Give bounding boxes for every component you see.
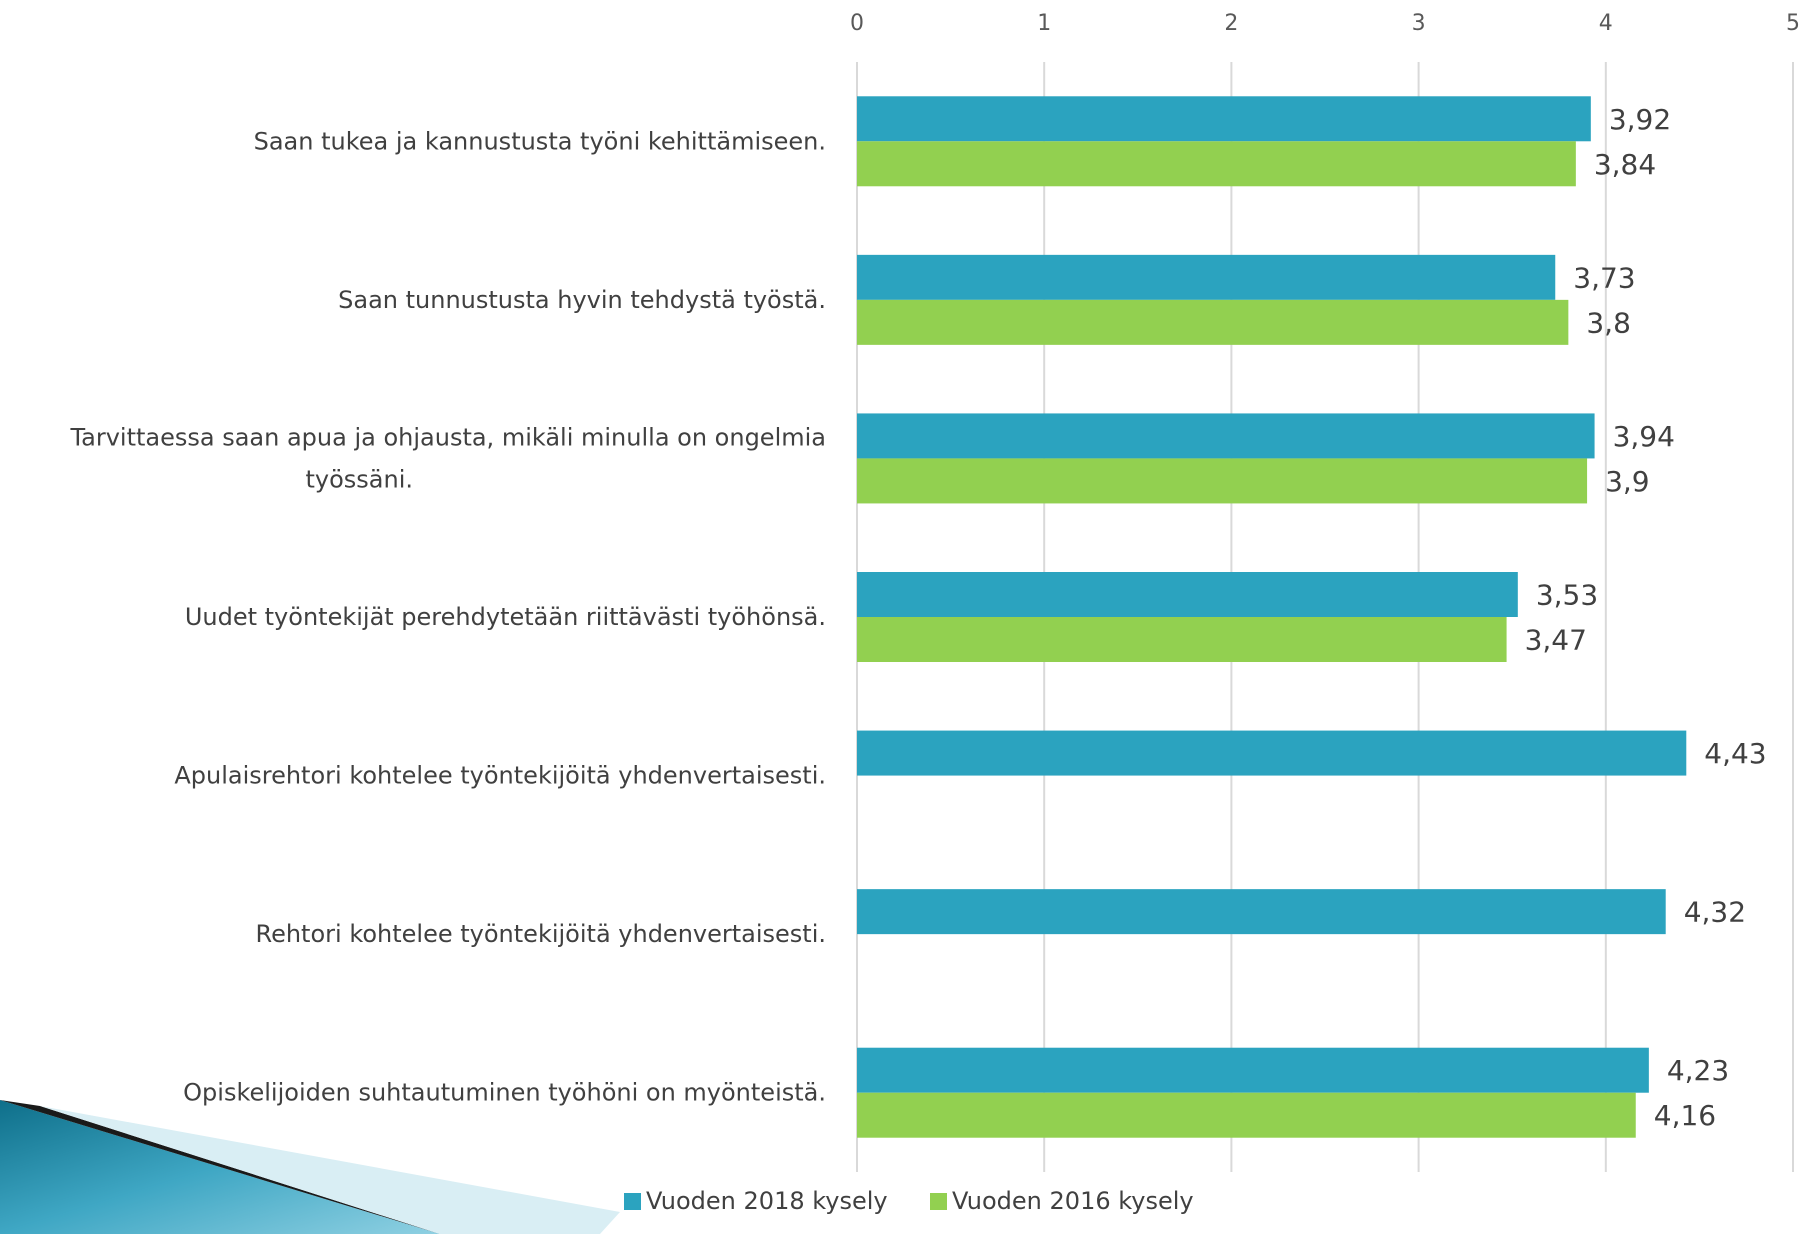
bar-2018 — [857, 889, 1666, 935]
corner-decoration — [0, 1100, 620, 1234]
category-label: Opiskelijoiden suhtautuminen työhöni on … — [183, 1079, 826, 1107]
x-tick-label: 3 — [1412, 11, 1426, 36]
category-label: Tarvittaessa saan apua ja ohjausta, mikä… — [69, 423, 826, 493]
bar-2018 — [857, 1047, 1649, 1093]
category-label: Apulaisrehtori kohtelee työntekijöitä yh… — [174, 762, 826, 790]
legend-label: Vuoden 2018 kysely — [646, 1187, 888, 1215]
data-label: 3,73 — [1573, 261, 1635, 294]
bar-2016 — [857, 1092, 1636, 1138]
bar-2018 — [857, 413, 1595, 459]
x-tick-label: 0 — [850, 11, 864, 36]
bar-2016 — [857, 458, 1588, 504]
bar-2018 — [857, 572, 1518, 617]
bar-2018 — [857, 96, 1591, 142]
x-tick-label: 4 — [1599, 11, 1613, 36]
bar-2016 — [857, 617, 1507, 662]
category-label: Saan tunnustusta hyvin tehdystä työstä. — [338, 286, 826, 314]
data-label: 3,47 — [1525, 624, 1587, 657]
data-label: 3,94 — [1613, 420, 1675, 453]
data-label: 3,84 — [1594, 148, 1656, 181]
bar-2018 — [857, 254, 1556, 300]
legend-label: Vuoden 2016 kysely — [952, 1187, 1194, 1215]
category-label: Saan tukea ja kannustusta työni kehittäm… — [254, 127, 826, 155]
x-tick-label: 2 — [1224, 11, 1238, 36]
data-label: 4,43 — [1704, 737, 1766, 770]
data-label: 3,8 — [1586, 306, 1631, 339]
data-label: 3,53 — [1536, 579, 1598, 612]
data-label: 4,16 — [1654, 1099, 1716, 1132]
legend-swatch — [624, 1193, 641, 1210]
bar-2016 — [857, 299, 1569, 345]
bar-2016 — [857, 141, 1576, 187]
legend-swatch — [930, 1193, 947, 1210]
data-label: 3,92 — [1609, 103, 1671, 136]
data-label: 4,32 — [1684, 896, 1746, 929]
data-label: 4,23 — [1667, 1054, 1729, 1087]
category-label: Uudet työntekijät perehdytetään riittävä… — [185, 603, 826, 631]
category-label: Rehtori kohtelee työntekijöitä yhdenvert… — [255, 920, 826, 948]
bar-2018 — [857, 730, 1687, 776]
x-tick-label: 1 — [1037, 11, 1051, 36]
data-label: 3,9 — [1605, 465, 1650, 498]
x-tick-label: 5 — [1786, 11, 1800, 36]
